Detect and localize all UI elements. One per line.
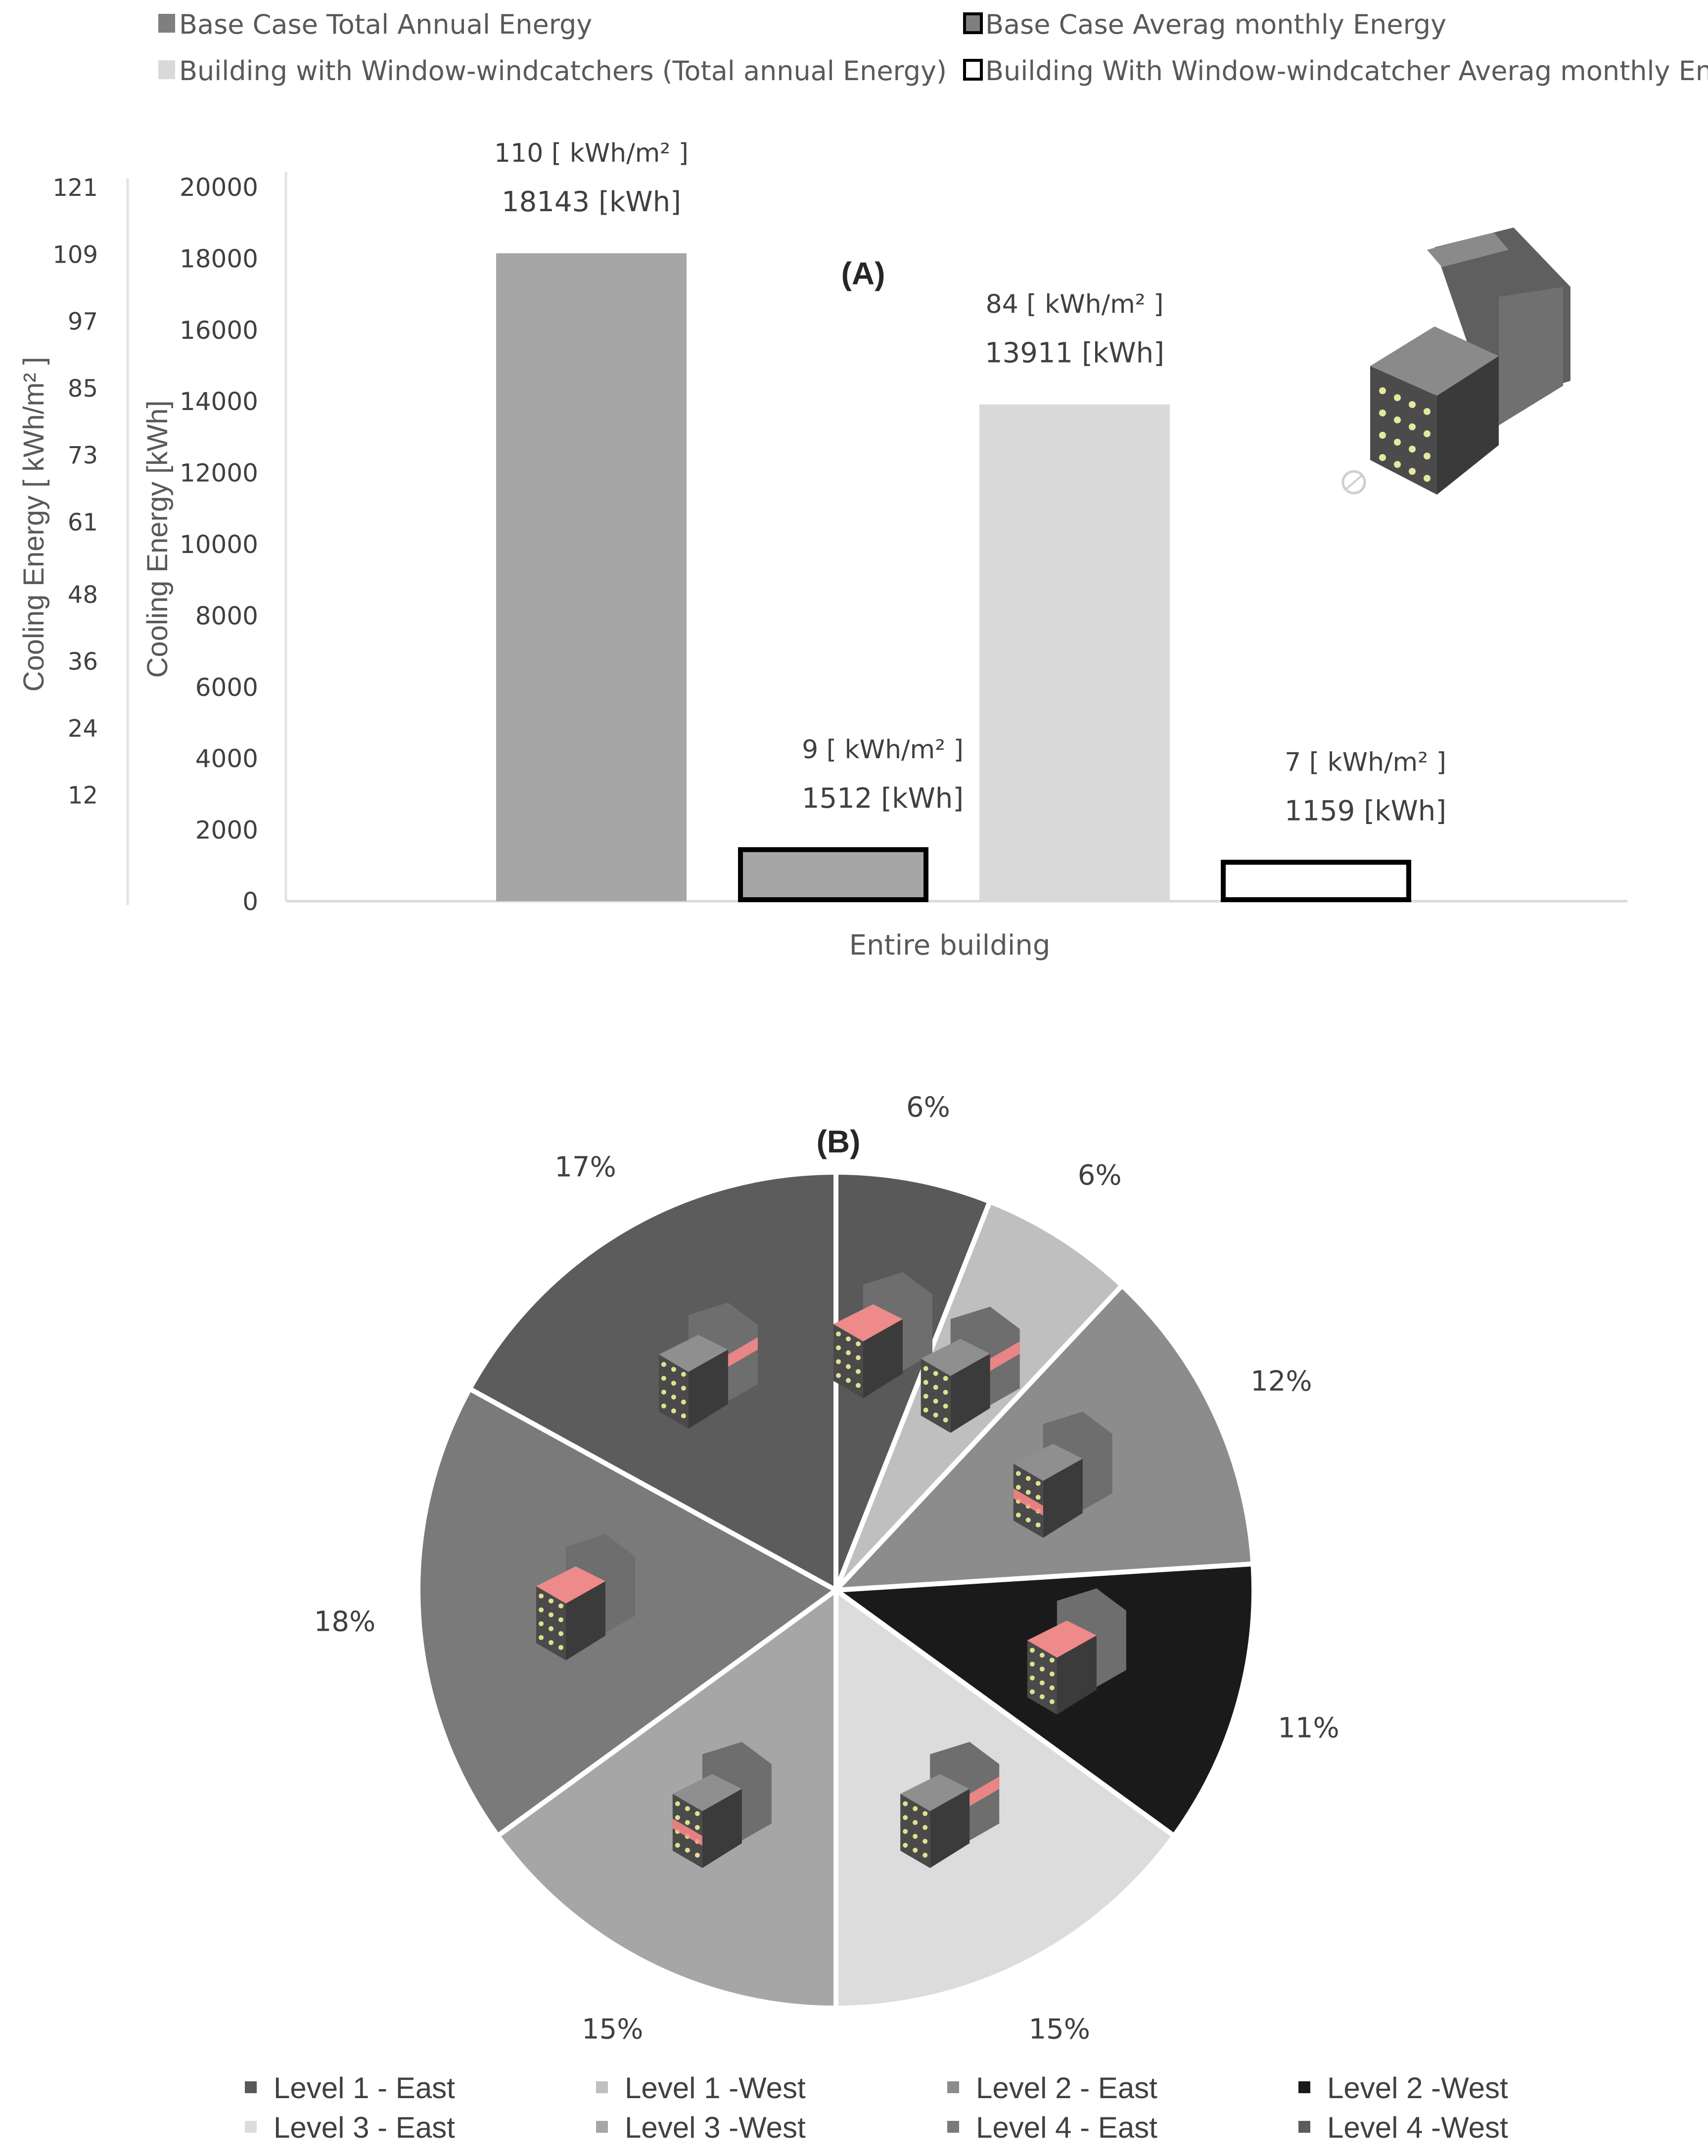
secondary-y-tick-label: 121 <box>52 174 98 202</box>
pie-legend-swatch <box>1298 2121 1310 2133</box>
bar-labels: 110 [ kWh/m² ] 18143 [kWh] 9 [ kWh/m² ] 151… <box>494 138 1446 827</box>
y-tick-label: 2000 <box>195 816 258 845</box>
pie-slice <box>833 1585 1178 2011</box>
building-windows <box>1379 387 1431 482</box>
bar-label-kwh: 1159 [kWh] <box>1285 795 1446 827</box>
building-icon <box>921 1306 1020 1433</box>
y-tick-label: 0 <box>242 887 258 916</box>
bar-label-kwh: 13911 [kWh] <box>985 337 1164 369</box>
pie-percent-label: 17% <box>554 1151 616 1184</box>
secondary-y-tick-label: 85 <box>68 375 98 403</box>
building-illustration <box>1341 228 1570 495</box>
y-tick-label: 16000 <box>180 316 258 345</box>
pie-percent-label: 11% <box>1278 1712 1339 1744</box>
pie-percent-label: 15% <box>1028 2014 1090 2046</box>
building-icon <box>833 1272 933 1398</box>
secondary-y-tick-label: 109 <box>52 241 98 269</box>
pie-building-icons <box>536 1272 1126 1868</box>
panel-b-label: (B) <box>817 1124 861 1159</box>
pie-percent-label: 6% <box>906 1092 950 1124</box>
secondary-y-tick-label: 36 <box>68 648 98 676</box>
pie-slice <box>494 1585 838 2011</box>
y-tick-label: 14000 <box>180 387 258 416</box>
legend-label: Building with Window-windcatchers (Total… <box>179 55 947 87</box>
bar-chart-a: 0 2000 4000 6000 8000 10000 12000 14000 16000 180… <box>18 138 1627 962</box>
pie-percent-label: 6% <box>1078 1159 1122 1192</box>
secondary-y-tick-label: 48 <box>68 581 98 609</box>
pie-percent-label: 18% <box>314 1606 375 1638</box>
pie-legend-swatch <box>596 2121 608 2133</box>
primary-y-axis-title: Cooling Energy [kWh] <box>141 401 174 678</box>
pie-slice <box>833 1169 993 1591</box>
pie-legend-label: Level 2 - East <box>976 2071 1157 2105</box>
y-tick-label: 8000 <box>195 601 258 630</box>
pie-percent-label: 12% <box>1250 1365 1312 1397</box>
pie-legend-label: Level 2 -West <box>1327 2071 1508 2105</box>
legend-swatch <box>963 59 983 81</box>
pie-legend-swatch <box>1298 2081 1310 2093</box>
bar-label-kwh-m2: 110 [ kWh/m² ] <box>494 138 689 168</box>
bar-label-kwh-m2: 84 [ kWh/m² ] <box>986 290 1164 320</box>
pie-legend-swatch <box>947 2121 959 2133</box>
y-tick-label: 18000 <box>180 244 258 273</box>
building-icon <box>1027 1588 1126 1715</box>
y-tick-label: 6000 <box>195 673 258 702</box>
x-axis-category-label: Entire building <box>849 929 1051 962</box>
bar <box>979 404 1170 901</box>
pie-legend-swatch <box>947 2081 959 2093</box>
bar <box>738 847 928 903</box>
bar <box>1221 860 1411 902</box>
pie-percent-labels: 6% 6% 12% 11% 15% 15% 18% 17% <box>314 1092 1339 2046</box>
legend-label: Building With Window-windcatcher Averag … <box>985 55 1708 87</box>
y-tick-label: 12000 <box>180 459 258 488</box>
pie-percent-label: 15% <box>582 2014 643 2046</box>
secondary-y-tick-label: 24 <box>68 715 98 742</box>
y-tick-label: 4000 <box>195 744 258 773</box>
panel-a-label: (A) <box>841 256 885 291</box>
secondary-y-tick-label: 73 <box>68 442 98 469</box>
building-icon <box>672 1742 772 1868</box>
secondary-y-axis-title: Cooling Energy [ kWh/m² ] <box>18 357 50 692</box>
pie-legend-swatch <box>245 2081 257 2093</box>
pie-legend-label: Level 4 - East <box>976 2111 1157 2144</box>
building-icon <box>1013 1412 1112 1538</box>
pie-legend-swatch <box>245 2121 257 2133</box>
bars <box>496 253 1411 903</box>
legend-swatch <box>963 12 983 34</box>
secondary-y-tick-label: 61 <box>68 508 98 536</box>
pie-legend-swatch <box>596 2081 608 2093</box>
pie-legend-label: Level 3 - East <box>274 2111 455 2144</box>
legend-label: Base Case Total Annual Energy <box>179 9 592 40</box>
pie-legend: Level 1 - East Level 1 -West Level 2 - Eas… <box>245 2071 1508 2144</box>
y-tick-label: 10000 <box>180 530 258 559</box>
bar-legend: Base Case Total Annual Energy Base Case A… <box>158 9 1708 87</box>
legend-swatch <box>158 14 175 33</box>
pie-legend-label: Level 1 -West <box>625 2071 806 2105</box>
pie-legend-label: Level 4 -West <box>1327 2111 1508 2144</box>
pie-legend-label: Level 1 - East <box>274 2071 455 2105</box>
y-tick-label: 20000 <box>180 173 258 202</box>
bar-label-kwh-m2: 7 [ kWh/m² ] <box>1285 747 1446 777</box>
secondary-y-ticks: 12 24 36 48 61 73 85 97 109 121 <box>52 174 98 810</box>
legend-label: Base Case Averag monthly Energy <box>985 9 1446 40</box>
pie-legend-label: Level 3 -West <box>625 2111 806 2144</box>
bar-label-kwh: 18143 [kWh] <box>502 186 681 218</box>
secondary-y-tick-label: 97 <box>68 308 98 336</box>
secondary-y-tick-label: 12 <box>68 782 98 810</box>
legend-swatch <box>158 60 175 79</box>
building-icon <box>900 1742 1000 1868</box>
bar-label-kwh-m2: 9 [ kWh/m² ] <box>802 735 964 765</box>
building-icon <box>536 1534 636 1660</box>
primary-y-ticks: 0 2000 4000 6000 8000 10000 12000 14000 16000 180… <box>180 173 258 916</box>
pie-slice <box>466 1169 838 1595</box>
bar <box>496 253 687 901</box>
bar-label-kwh: 1512 [kWh] <box>802 782 964 815</box>
building-icon <box>658 1302 758 1429</box>
